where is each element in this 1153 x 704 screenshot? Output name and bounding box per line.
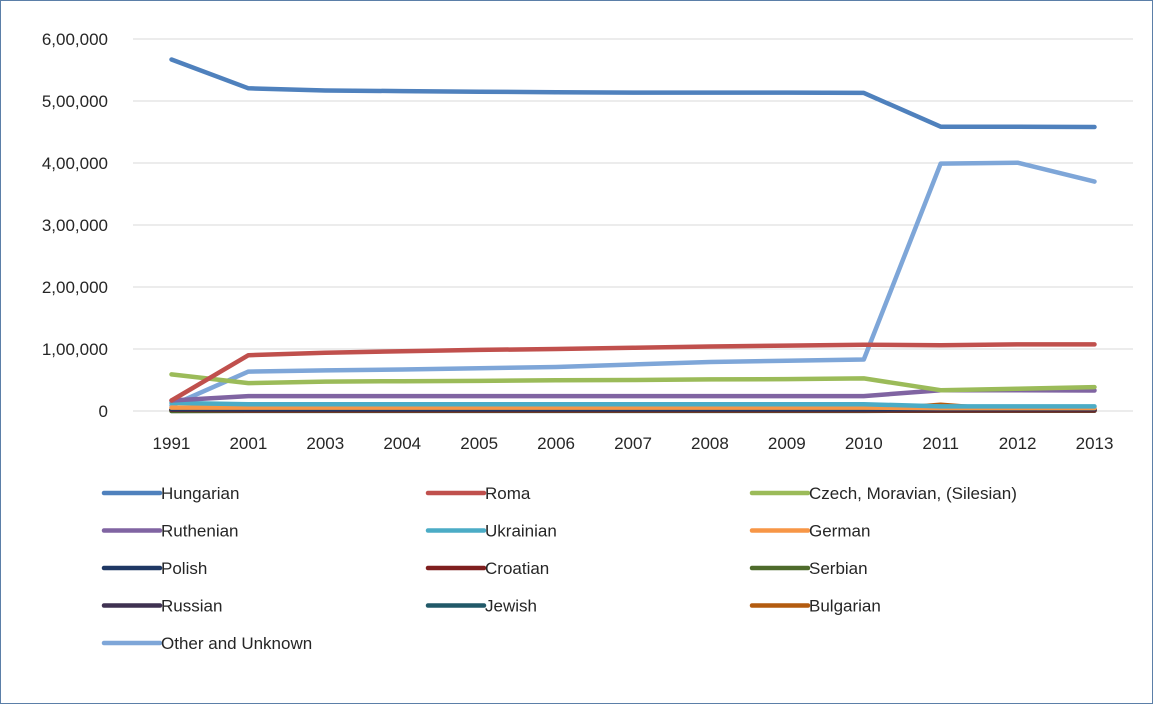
legend-item: Ruthenian xyxy=(101,522,239,541)
series-line-other-and-unknown xyxy=(169,160,1097,408)
series-line-roma xyxy=(169,342,1097,403)
x-tick-label: 2006 xyxy=(537,434,575,453)
y-tick-label: 5,00,000 xyxy=(42,92,108,111)
legend-label: Croatian xyxy=(485,559,549,578)
legend-label: Other and Unknown xyxy=(161,634,312,653)
x-tick-label: 2007 xyxy=(614,434,652,453)
legend-item: Ukrainian xyxy=(425,522,557,541)
legend-item: Other and Unknown xyxy=(101,634,312,653)
series-lines xyxy=(169,57,1097,414)
legend-label: Serbian xyxy=(809,559,868,578)
y-tick-label: 0 xyxy=(99,402,108,421)
legend-item: Jewish xyxy=(425,597,537,616)
x-tick-label: 2009 xyxy=(768,434,806,453)
x-tick-label: 2005 xyxy=(460,434,498,453)
legend-label: Polish xyxy=(161,559,207,578)
legend-label: Bulgarian xyxy=(809,597,881,616)
y-tick-label: 3,00,000 xyxy=(42,216,108,235)
legend-item: Hungarian xyxy=(101,484,239,503)
legend-item: Polish xyxy=(101,559,207,578)
legend-label: Russian xyxy=(161,597,222,616)
x-axis-tick-labels: 1991 2001 2003 2004 2005 2006 2007 2008 2009 2010… xyxy=(153,434,1114,453)
legend-label: Jewish xyxy=(485,597,537,616)
x-tick-label: 2003 xyxy=(306,434,344,453)
y-tick-label: 6,00,000 xyxy=(42,30,108,49)
x-tick-label: 2013 xyxy=(1076,434,1114,453)
legend-item: Bulgarian xyxy=(749,597,881,616)
series-line-czech-moravian-silesian xyxy=(169,372,1097,393)
legend-label: Roma xyxy=(485,484,531,503)
x-tick-label: 2008 xyxy=(691,434,729,453)
x-tick-label: 2012 xyxy=(999,434,1037,453)
x-tick-label: 2011 xyxy=(922,434,959,453)
legend-item: German xyxy=(749,522,870,541)
legend-label: Hungarian xyxy=(161,484,239,503)
x-tick-label: 2004 xyxy=(383,434,421,453)
legend: Hungarian Roma Czech, Moravian, (Silesian)… xyxy=(101,484,1017,653)
legend-item: Russian xyxy=(101,597,222,616)
x-tick-label: 1991 xyxy=(153,434,191,453)
legend-item: Croatian xyxy=(425,559,549,578)
x-tick-label: 2010 xyxy=(845,434,883,453)
legend-item: Serbian xyxy=(749,559,868,578)
legend-label: Ukrainian xyxy=(485,522,557,541)
y-tick-label: 1,00,000 xyxy=(42,340,108,359)
y-axis-tick-labels: 0 1,00,000 2,00,000 3,00,000 4,00,000 5,00,00… xyxy=(42,30,108,421)
legend-item: Roma xyxy=(425,484,531,503)
y-tick-label: 2,00,000 xyxy=(42,278,108,297)
legend-label: German xyxy=(809,522,870,541)
series-line-ukrainian xyxy=(169,400,1097,409)
legend-item: Czech, Moravian, (Silesian) xyxy=(749,484,1017,503)
y-tick-label: 4,00,000 xyxy=(42,154,108,173)
series-line-hungarian xyxy=(169,57,1097,130)
gridlines xyxy=(133,38,1133,350)
legend-label: Ruthenian xyxy=(161,522,239,541)
x-tick-label: 2001 xyxy=(229,434,267,453)
legend-label: Czech, Moravian, (Silesian) xyxy=(809,484,1017,503)
